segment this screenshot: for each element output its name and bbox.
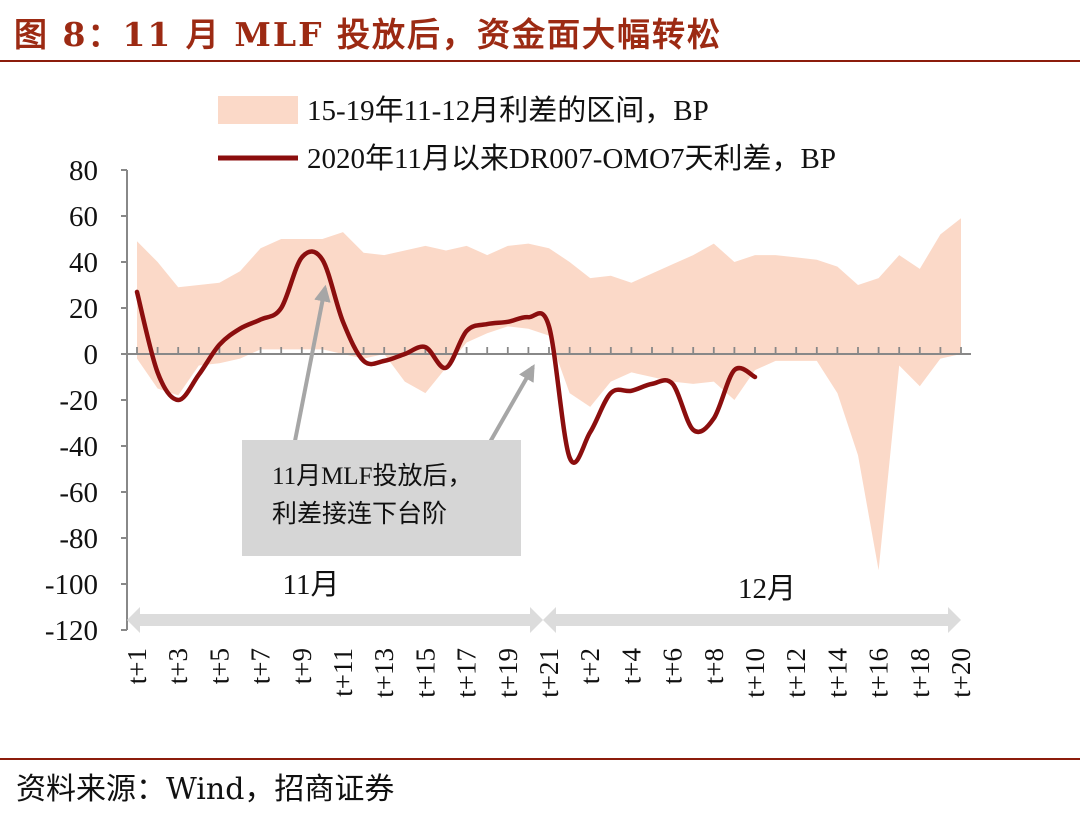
x-tick-label: t+11: [328, 648, 358, 697]
source-note: 资料来源：Wind，招商证券: [16, 772, 395, 807]
y-tick-label: 40: [69, 247, 98, 279]
y-tick-label: -120: [45, 615, 98, 647]
legend-swatch-range: [218, 96, 298, 124]
x-tick-label: t+9: [287, 648, 317, 684]
y-tick-label: 80: [69, 155, 98, 187]
x-tick-label: t+6: [658, 648, 688, 684]
bottom-rule: [0, 758, 1080, 760]
x-tick-label: t+21: [534, 648, 564, 698]
period-arrow-nov: [127, 607, 543, 633]
x-tick-label: t+20: [946, 648, 976, 698]
x-tick-label: t+13: [369, 648, 399, 698]
period-arrow-dec: [543, 607, 961, 633]
x-tick-label: t+19: [493, 648, 523, 698]
legend-label-range: 15-19年11-12月利差的区间，BP: [307, 94, 709, 127]
callout-text: 11月MLF投放后，: [272, 462, 472, 490]
legend-label-line: 2020年11月以来DR007-OMO7天利差，BP: [307, 142, 836, 175]
legend: 15-19年11-12月利差的区间，BP 2020年11月以来DR007-OMO7…: [218, 94, 836, 175]
y-tick-label: -60: [59, 477, 98, 509]
x-tick-label: t+5: [204, 648, 234, 684]
x-tick-label: t+1: [122, 648, 152, 684]
y-tick-label: 20: [69, 293, 98, 325]
x-tick-label: t+14: [822, 648, 852, 698]
callout-arrow: [292, 284, 331, 447]
x-tick-label: t+18: [905, 648, 935, 698]
spread-line-layer: [134, 249, 758, 465]
period-label-nov: 11月: [283, 569, 340, 601]
x-tick-label: t+16: [864, 648, 894, 698]
top-rule: [0, 60, 1080, 62]
y-tick-label: -40: [59, 431, 98, 463]
x-tick-label: t+4: [616, 648, 646, 685]
y-tick-label: 60: [69, 201, 98, 233]
x-tick-label: t+15: [410, 648, 440, 698]
period-label-dec: 12月: [738, 573, 796, 605]
x-tick-label: t+12: [781, 648, 811, 698]
y-tick-label: -20: [59, 385, 98, 417]
callout-text: 利差接连下台阶: [272, 500, 447, 528]
x-tick-label: t+3: [163, 648, 193, 684]
range-band-area: [137, 218, 961, 571]
callout-box: [242, 440, 521, 556]
x-tick-label: t+2: [575, 648, 605, 684]
month-periods: 11月 12月: [127, 569, 961, 633]
chart: 80 60 40 20 0 -20 -40 -60 -80 -100 -120 t+1 t+3 t+5 t+…: [45, 94, 976, 698]
callout: 11月MLF投放后， 利差接连下台阶: [242, 284, 535, 556]
x-tick-label: t+7: [246, 648, 276, 684]
x-tick-label: t+17: [452, 648, 482, 698]
spread-line: [134, 249, 758, 465]
y-tick-label: -80: [59, 523, 98, 555]
y-tick-label: 0: [84, 339, 99, 371]
figure-title: 图 8：11 月 MLF 投放后，资金面大幅转松: [14, 15, 722, 54]
x-tick-label: t+8: [699, 648, 729, 684]
range-band-layer: [137, 218, 961, 571]
axes: 80 60 40 20 0 -20 -40 -60 -80 -100 -120 t+1 t+3 t+5 t+…: [45, 155, 976, 698]
x-tick-label: t+10: [740, 648, 770, 698]
callout-arrow: [488, 364, 535, 443]
y-tick-label: -100: [45, 569, 98, 601]
